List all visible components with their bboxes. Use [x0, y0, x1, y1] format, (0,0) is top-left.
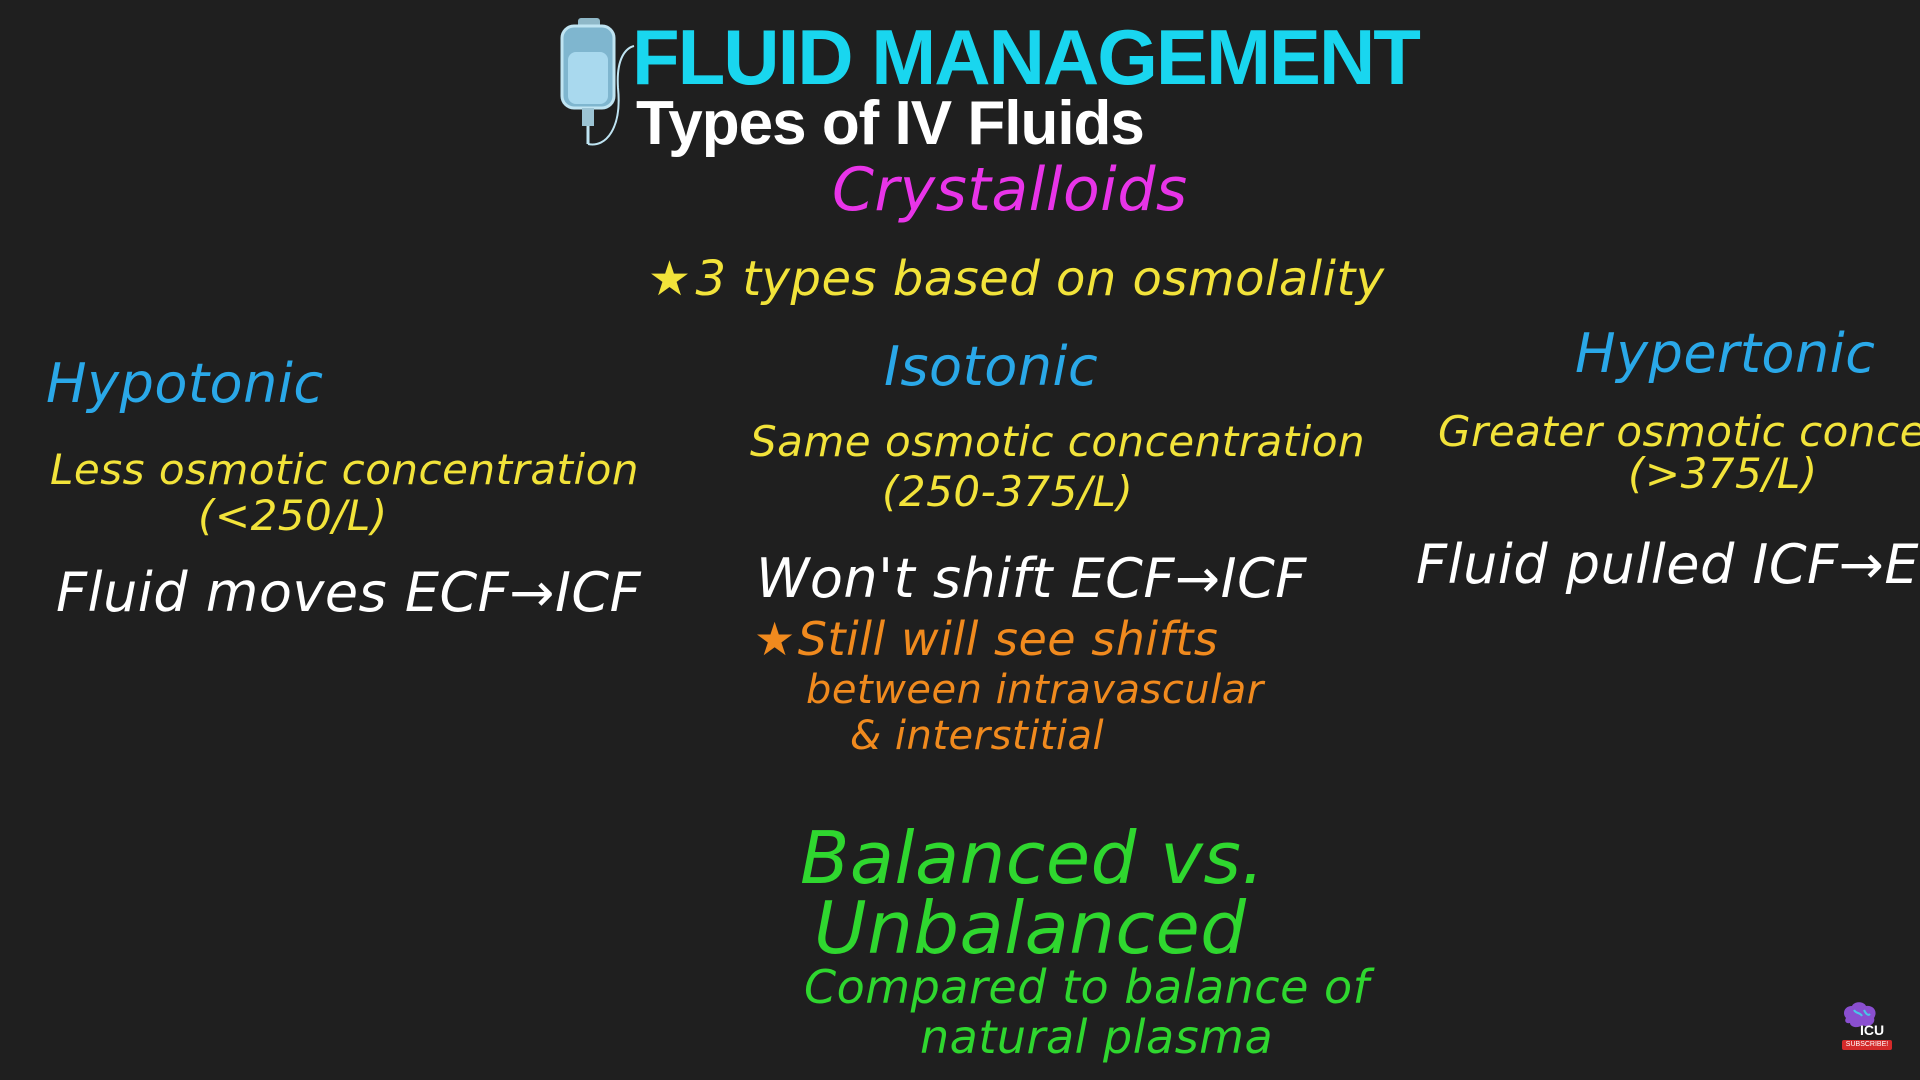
isotonic-description: Same osmotic concentration — [750, 417, 1366, 466]
types-note: ★3 types based on osmolality — [648, 250, 1385, 308]
subscribe-button[interactable]: SUBSCRIBE! — [1842, 1040, 1892, 1050]
hypertonic-description: Greater osmotic concentrate — [1438, 407, 1920, 456]
hypotonic-effect: Fluid moves ECF→ICF — [56, 561, 642, 624]
iv-bag-icon — [560, 18, 635, 146]
hypotonic-range: (<250/L) — [198, 491, 388, 540]
page-subtitle: Types of IV Fluids — [636, 89, 1145, 158]
isotonic-effect: Won't shift ECF→ICF — [756, 547, 1307, 610]
logo-text: ICU — [1860, 1022, 1885, 1038]
hypertonic-range: (>375/L) — [1628, 449, 1818, 498]
isotonic-caveat-line3: & interstitial — [850, 713, 1105, 759]
isotonic-heading: Isotonic — [884, 335, 1099, 398]
section-heading-crystalloids: Crystalloids — [832, 155, 1188, 225]
star-icon: ★ — [648, 251, 692, 307]
hypotonic-description: Less osmotic concentration — [50, 445, 640, 494]
balanced-line3: Compared to balance of — [804, 960, 1370, 1014]
balanced-line4: natural plasma — [920, 1010, 1274, 1064]
page-title: FLUID MANAGEMENT — [632, 13, 1421, 101]
isotonic-caveat-line2: between intravascular — [806, 667, 1264, 713]
hypotonic-heading: Hypotonic — [46, 352, 324, 415]
isotonic-range: (250-375/L) — [882, 467, 1134, 516]
hypertonic-effect: Fluid pulled ICF→ECF — [1416, 533, 1920, 596]
hypertonic-heading: Hypertonic — [1575, 322, 1876, 385]
channel-logo[interactable]: ICU SUBSCRIBE! — [1840, 1000, 1894, 1050]
balanced-line1: Balanced vs. — [800, 816, 1265, 900]
isotonic-caveat: ★Still will see shifts — [754, 612, 1218, 666]
star-icon: ★ — [754, 612, 796, 666]
isotonic-caveat-line1: Still will see shifts — [797, 612, 1219, 666]
brain-logo-icon — [1844, 1002, 1876, 1028]
balanced-line2: Unbalanced — [814, 886, 1247, 970]
types-note-text: 3 types based on osmolality — [695, 251, 1385, 307]
